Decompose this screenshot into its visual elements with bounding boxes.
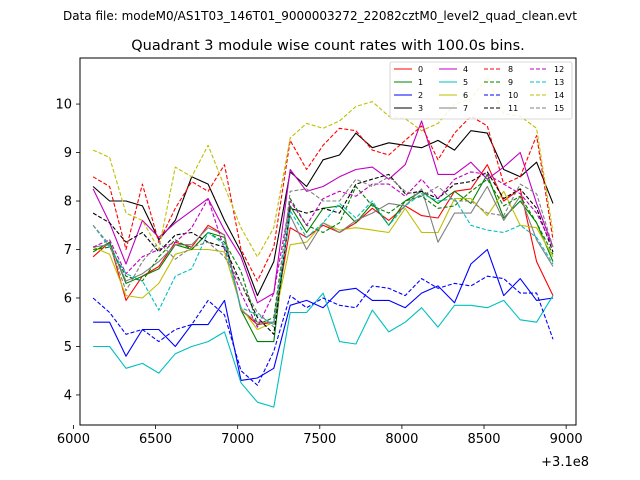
legend-label-11: 11 [508, 104, 518, 113]
chart-title: Quadrant 3 module wise count rates with … [131, 38, 525, 54]
legend-label-4: 4 [463, 65, 468, 74]
series-line-5 [93, 292, 554, 408]
legend-label-15: 15 [554, 104, 564, 113]
series-line-12 [92, 171, 554, 328]
legend-label-7: 7 [463, 104, 468, 113]
x-axis-ticks: 6000 6500 7000 7500 8000 8500 9000 [57, 425, 583, 447]
y-tick-label: 8 [64, 195, 72, 210]
legend-label-1: 1 [418, 78, 423, 87]
legend-label-2: 2 [418, 91, 423, 100]
x-tick-label: 8000 [385, 432, 418, 447]
y-tick-label: 7 [64, 243, 72, 258]
x-tick-label: 7500 [303, 432, 336, 447]
series-line-13 [92, 193, 554, 326]
series-line-4 [92, 120, 554, 304]
series-layer [92, 76, 554, 408]
series-line-10 [92, 275, 554, 386]
series-line-15 [92, 176, 554, 328]
figure-suptitle: Data file: modeM0/AS1T03_146T01_90000032… [63, 9, 577, 23]
legend-label-13: 13 [554, 78, 564, 87]
legend-label-14: 14 [554, 91, 564, 100]
x-tick-label: 6500 [139, 432, 172, 447]
y-tick-label: 4 [64, 388, 72, 403]
legend-label-12: 12 [554, 65, 564, 74]
y-tick-label: 9 [64, 146, 72, 161]
x-tick-label: 7000 [221, 432, 254, 447]
legend-label-0: 0 [418, 65, 423, 74]
x-tick-label: 9000 [550, 432, 583, 447]
x-tick-label: 8500 [467, 432, 500, 447]
legend-label-5: 5 [463, 78, 468, 87]
y-tick-label: 6 [64, 291, 72, 306]
legend-box [389, 61, 573, 120]
series-line-11 [92, 171, 554, 335]
series-line-8 [92, 115, 554, 282]
series-line-2 [93, 248, 554, 381]
legend-label-3: 3 [418, 104, 423, 113]
x-tick-label: 6000 [57, 432, 90, 447]
series-line-9 [93, 178, 554, 326]
series-line-3 [92, 130, 554, 297]
plot-frame [79, 57, 577, 426]
legend-label-9: 9 [508, 78, 513, 87]
legend-label-8: 8 [508, 65, 513, 74]
y-axis-ticks: 4 5 6 7 8 9 10 [55, 98, 80, 403]
legend-label-6: 6 [463, 91, 468, 100]
x-offset-label: +3.1e8 [541, 455, 589, 470]
series-line-14 [92, 76, 554, 258]
y-tick-label: 10 [55, 98, 72, 113]
series-line-7 [93, 185, 554, 323]
y-tick-label: 5 [64, 340, 72, 355]
legend-label-10: 10 [508, 91, 518, 100]
